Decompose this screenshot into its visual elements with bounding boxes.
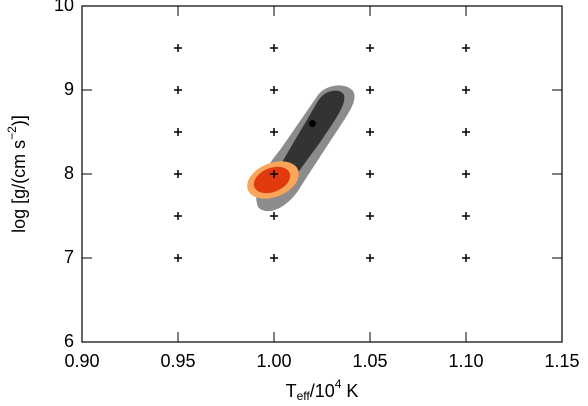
- grid-point: [366, 86, 374, 94]
- x-label-sup: 4: [335, 377, 342, 391]
- grid-point: [462, 44, 470, 52]
- grid-point: [270, 44, 278, 52]
- x-label-mid: /10: [310, 381, 335, 401]
- y-tick-label: 8: [64, 163, 74, 183]
- grid-point: [366, 170, 374, 178]
- grid-point: [270, 86, 278, 94]
- y-tick-label: 6: [64, 331, 74, 351]
- x-tick-label: 1.15: [544, 351, 579, 371]
- y-tick-label: 7: [64, 247, 74, 267]
- grid-point: [462, 212, 470, 220]
- x-axis-label: Teff/104 K: [286, 377, 359, 403]
- y-label-sup: −2: [5, 126, 19, 140]
- y-tick-label: 9: [64, 79, 74, 99]
- x-tick-label: 1.05: [352, 351, 387, 371]
- grid-point: [174, 86, 182, 94]
- y-axis-label: log [g/(cm s−2)]: [5, 115, 29, 233]
- grid-point: [174, 254, 182, 262]
- grid-point: [174, 128, 182, 136]
- grid-point: [174, 44, 182, 52]
- grid-point: [462, 86, 470, 94]
- grid-point: [366, 254, 374, 262]
- grid-point: [462, 128, 470, 136]
- grid-point: [462, 170, 470, 178]
- y-tick-label: 10: [54, 0, 74, 15]
- x-tick-label: 0.90: [64, 351, 99, 371]
- grid-point: [270, 254, 278, 262]
- grid-point: [174, 170, 182, 178]
- grid-point: [462, 254, 470, 262]
- grid-point: [270, 212, 278, 220]
- x-tick-label: 1.10: [448, 351, 483, 371]
- x-tick-label: 0.95: [160, 351, 195, 371]
- plot-frame: [81, 5, 563, 343]
- x-label-base: T: [286, 381, 297, 401]
- contours: [247, 85, 355, 212]
- y-label-base: log [g/(cm s: [9, 140, 29, 233]
- x-tick-label: 1.00: [256, 351, 291, 371]
- grid-point: [366, 44, 374, 52]
- grid-point: [366, 128, 374, 136]
- best-fit-point: [308, 120, 316, 128]
- y-label-end: )]: [9, 115, 29, 126]
- grid-point: [270, 128, 278, 136]
- x-label-sub: eff: [297, 389, 311, 403]
- contour-inner-red: [253, 166, 291, 194]
- grid-point: [366, 212, 374, 220]
- grid-point: [174, 212, 182, 220]
- x-label-end: K: [341, 381, 358, 401]
- grid-point: [270, 170, 278, 178]
